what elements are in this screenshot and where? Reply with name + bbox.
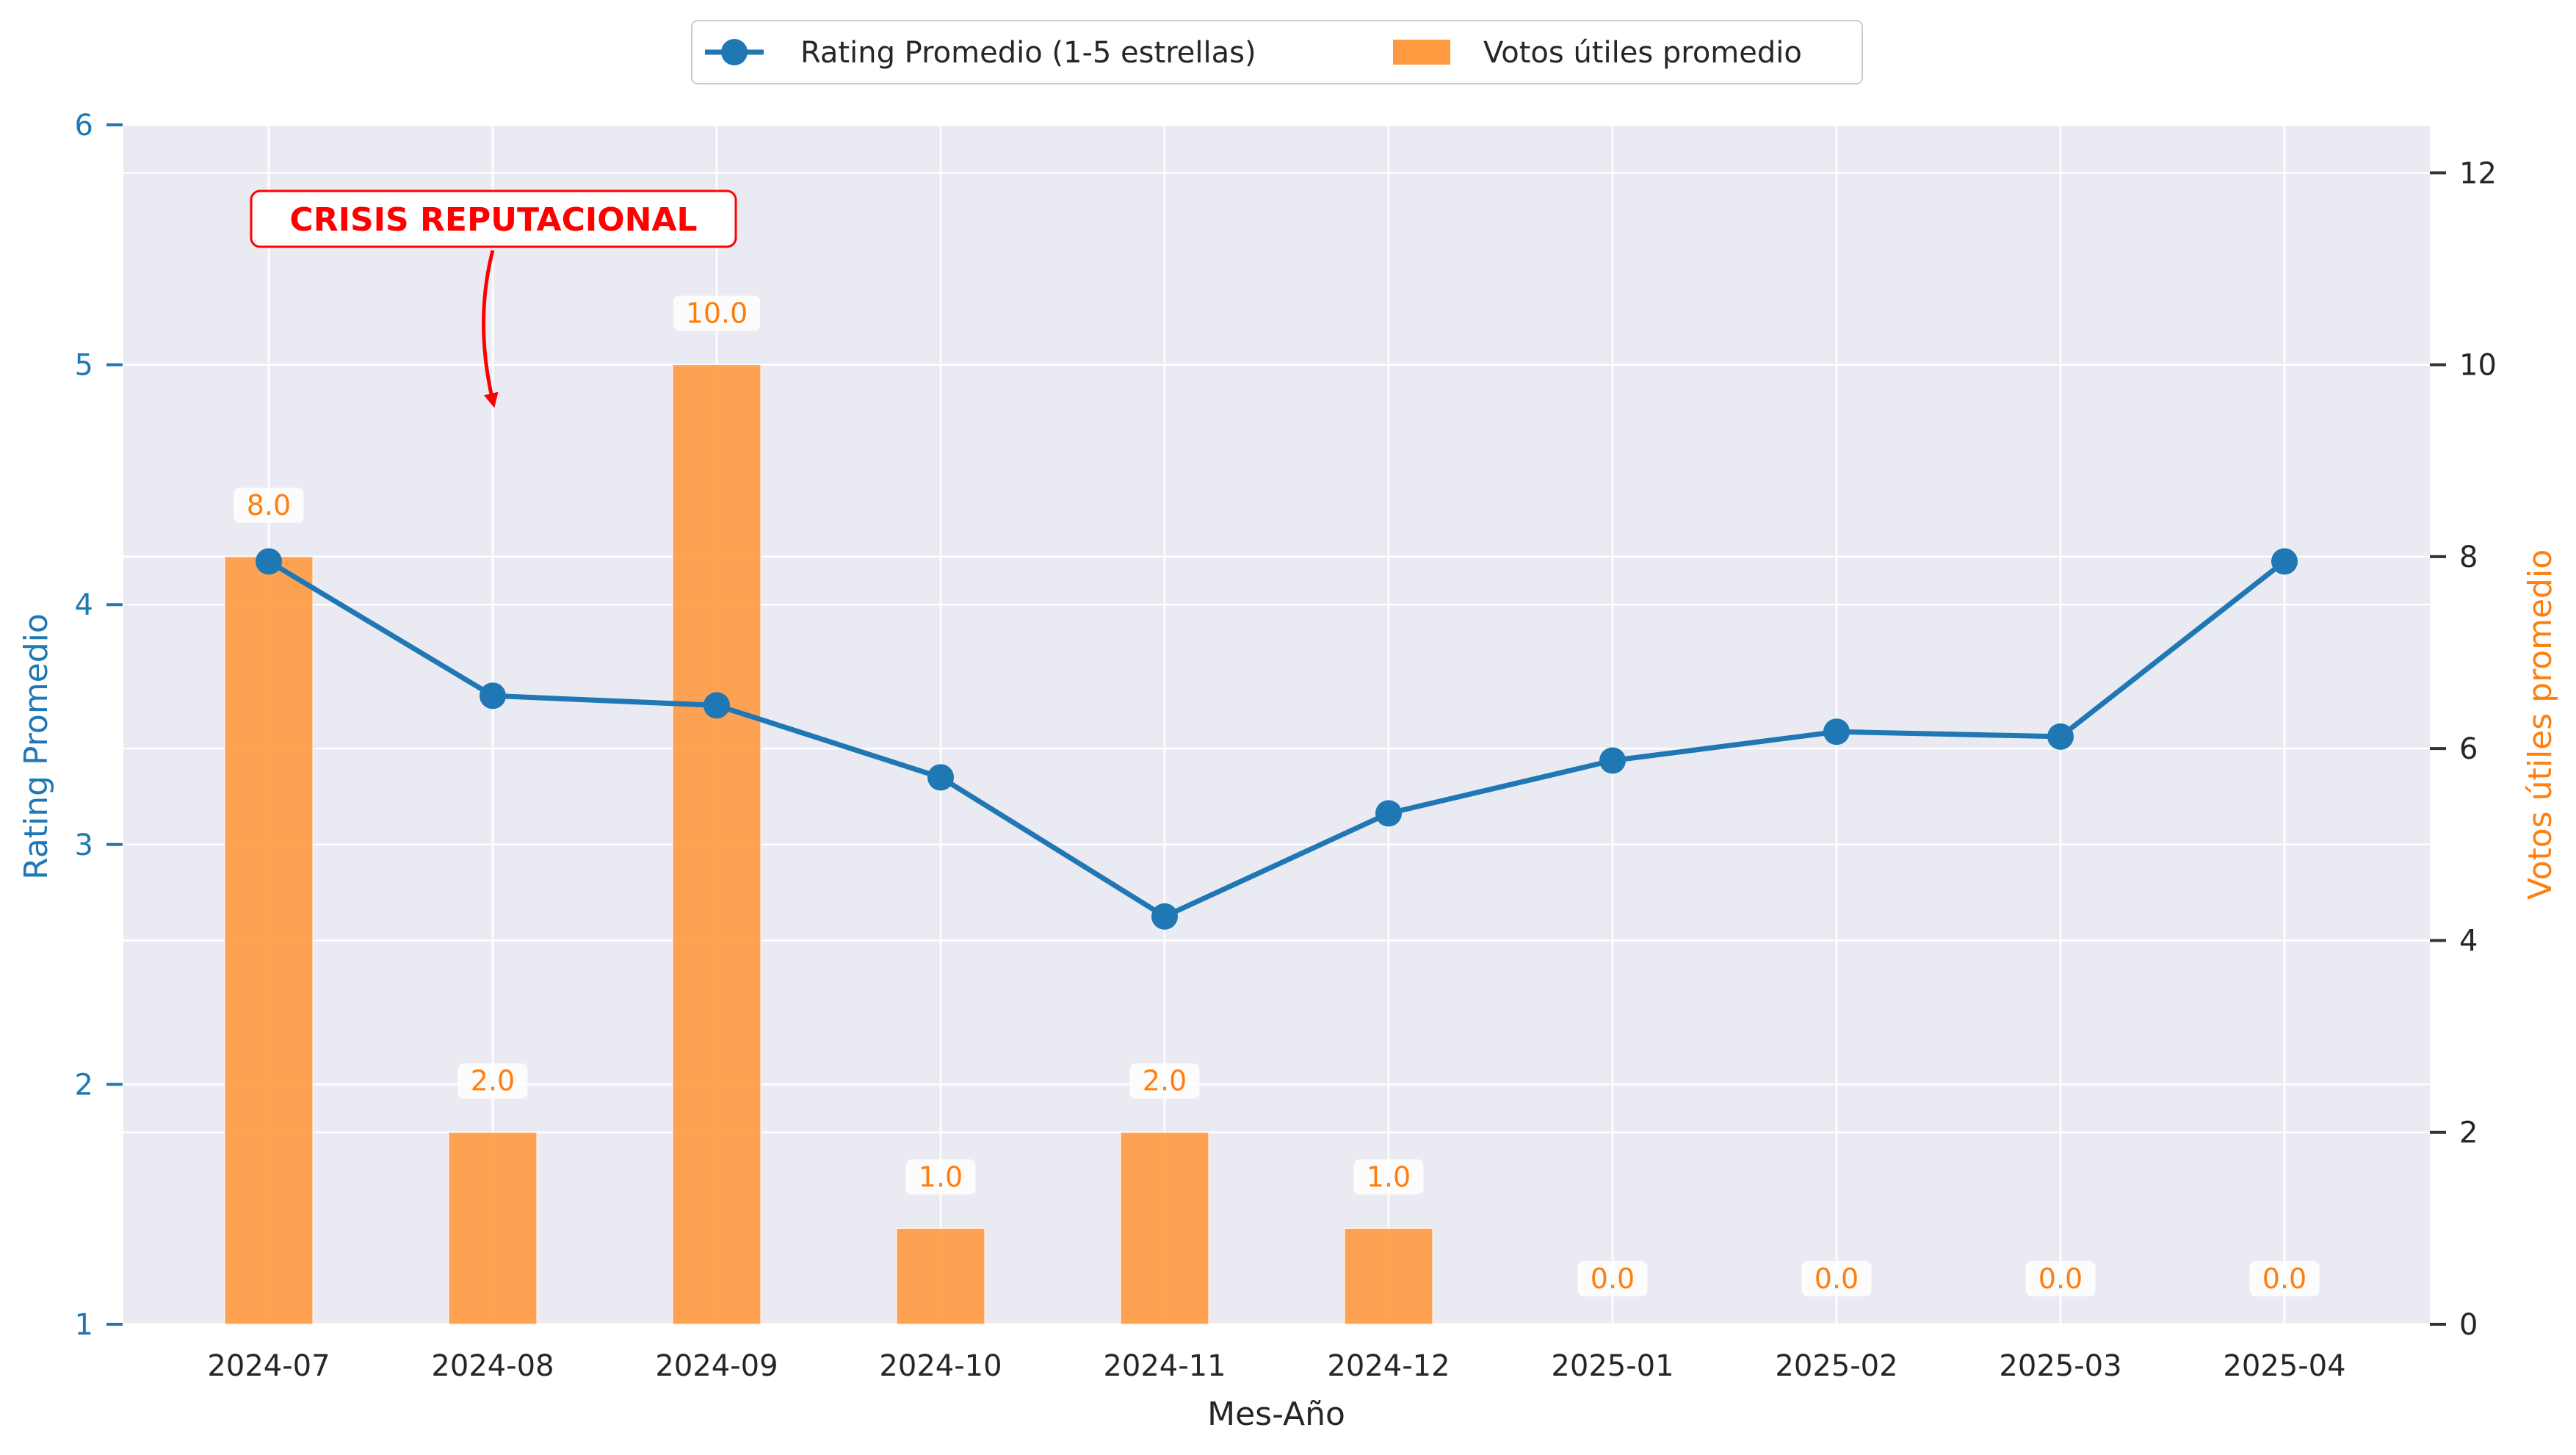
bar-value-label: 0.0 <box>2038 1263 2083 1295</box>
bar-value-label: 1.0 <box>1367 1160 1411 1193</box>
bar-series <box>224 364 1433 1325</box>
line-series <box>256 548 2298 930</box>
legend-label-rating: Rating Promedio (1-5 estrellas) <box>800 36 1256 70</box>
rating-point-2024-08 <box>480 682 506 710</box>
right-tick-label: 10 <box>2459 349 2497 383</box>
bar-label-box <box>1577 1261 1648 1296</box>
rating-point-2024-09 <box>703 692 730 719</box>
rating-point-2024-07 <box>256 548 282 575</box>
bar-label-box <box>905 1159 976 1195</box>
left-axis-label: Rating Promedio <box>18 613 55 880</box>
legend: Rating Promedio (1-5 estrellas) Votos úti… <box>691 20 1863 84</box>
bar-value-label: 2.0 <box>471 1065 515 1097</box>
bar-value-label: 0.0 <box>1815 1263 1859 1295</box>
bar-label-box <box>1801 1261 1872 1296</box>
x-tick-label: 2025-04 <box>2223 1349 2345 1383</box>
right-tick-label: 2 <box>2459 1116 2478 1150</box>
right-tick-label: 0 <box>2459 1308 2478 1342</box>
bar-label-box <box>673 295 760 331</box>
bar-value-label: 1.0 <box>919 1160 963 1193</box>
x-tick-label: 2025-01 <box>1551 1349 1674 1383</box>
rating-point-2024-12 <box>1375 800 1402 827</box>
left-tick-label: 3 <box>75 828 93 862</box>
left-tick-label: 5 <box>75 349 93 383</box>
bar-value-label: 2.0 <box>1143 1065 1187 1097</box>
right-axis-label: Votos útiles promedio <box>2522 549 2559 900</box>
bar-label-box <box>1353 1159 1424 1195</box>
rating-point-2025-04 <box>2271 548 2298 575</box>
right-tick-label: 6 <box>2459 732 2478 766</box>
annotation: CRISIS REPUTACIONAL <box>250 189 737 408</box>
bar-2024-09 <box>672 364 761 1325</box>
annotation-box <box>250 189 737 248</box>
bar-label-box <box>457 1063 528 1099</box>
x-tick-label: 2024-07 <box>207 1349 330 1383</box>
rating-point-2025-03 <box>2047 723 2074 750</box>
left-tick-label: 2 <box>75 1068 93 1102</box>
x-tick-label: 2024-08 <box>431 1349 554 1383</box>
bar-label-box <box>234 487 304 523</box>
bar-value-label: 8.0 <box>247 489 291 521</box>
bar-2024-11 <box>1120 1132 1209 1325</box>
x-tick-label: 2025-03 <box>1999 1349 2121 1383</box>
bar-2024-07 <box>224 556 314 1325</box>
x-tick-label: 2025-02 <box>1775 1349 1897 1383</box>
bar-2024-12 <box>1344 1227 1433 1325</box>
rating-point-2024-11 <box>1151 903 1178 930</box>
left-tick-label: 6 <box>75 109 93 142</box>
left-tick-label: 4 <box>75 588 93 622</box>
right-tick-label: 8 <box>2459 541 2478 574</box>
bar-value-label: 0.0 <box>1591 1263 1635 1295</box>
bar-value-labels: 8.0 2.0 10.0 1.0 2.0 1.0 0.0 0.0 0.0 0.0 <box>234 295 2320 1296</box>
bar-value-label: 0.0 <box>2262 1263 2307 1295</box>
bar-label-box <box>2249 1261 2320 1296</box>
right-tick-label: 12 <box>2459 156 2497 190</box>
rating-point-2025-01 <box>1599 747 1626 774</box>
x-tick-label: 2024-11 <box>1103 1349 1226 1383</box>
bar-2024-10 <box>896 1227 985 1325</box>
rating-point-2025-02 <box>1823 718 1850 745</box>
right-tick-label: 4 <box>2459 924 2478 958</box>
x-axis-label: Mes-Año <box>1207 1396 1345 1433</box>
x-tick-label: 2024-09 <box>655 1349 778 1383</box>
rating-point-2024-10 <box>927 764 954 791</box>
bar-label-box <box>1129 1063 1200 1099</box>
x-tick-label: 2024-10 <box>879 1349 1002 1383</box>
legend-box <box>691 20 1863 84</box>
rating-line <box>267 559 2287 920</box>
bar-value-label: 10.0 <box>686 297 748 330</box>
x-tick-label: 2024-12 <box>1327 1349 1450 1383</box>
bar-label-box <box>2025 1261 2096 1296</box>
bar-2024-08 <box>448 1132 538 1325</box>
legend-marker-swatch <box>721 39 748 65</box>
legend-label-votes: Votos útiles promedio <box>1483 36 1802 70</box>
legend-bar-swatch <box>1393 40 1450 65</box>
plot-background <box>123 125 2430 1324</box>
left-tick-label: 1 <box>75 1308 93 1342</box>
annotation-text: CRISIS REPUTACIONAL <box>289 201 697 239</box>
annotation-arrow <box>482 250 499 408</box>
